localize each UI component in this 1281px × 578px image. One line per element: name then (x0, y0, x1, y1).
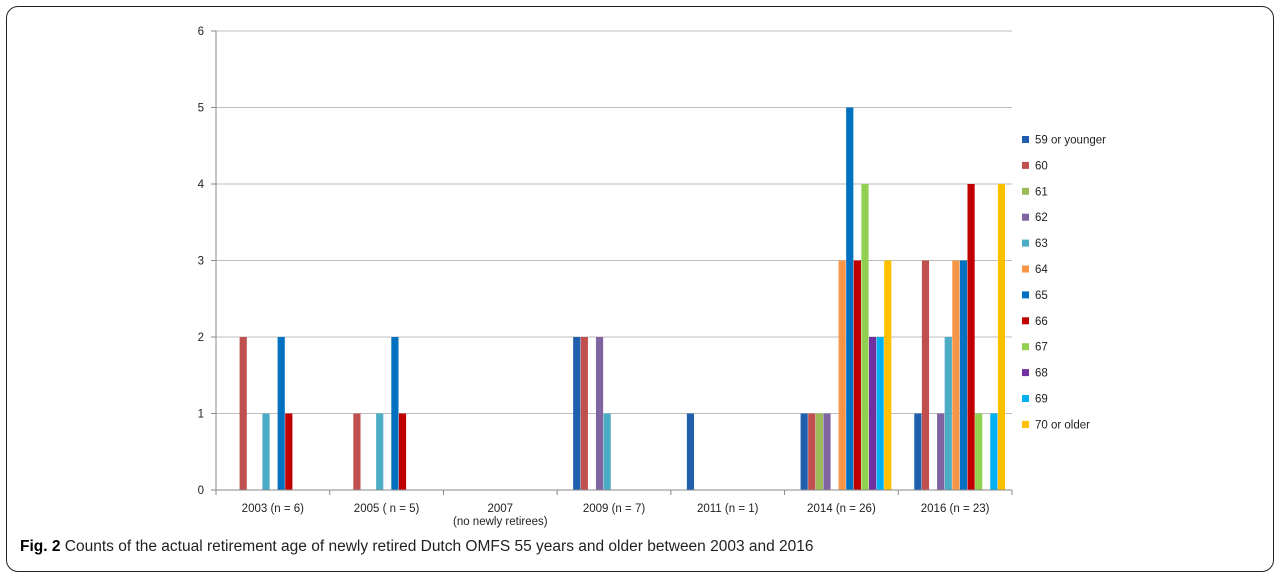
legend-swatch (1022, 187, 1029, 195)
legend-label: 62 (1035, 212, 1048, 224)
legend-swatch (1022, 161, 1029, 169)
x-tick-label: 2011 (n = 1) (697, 503, 759, 515)
bar-66-5 (853, 260, 861, 490)
bar-68-5 (868, 337, 877, 490)
bar-60-3 (580, 337, 588, 490)
legend-label: 67 (1035, 342, 1048, 354)
bar-60-0 (239, 337, 247, 490)
bar-60-5 (808, 413, 816, 490)
legend-label: 68 (1035, 368, 1048, 380)
legend-swatch (1022, 395, 1029, 402)
legend-label: 59 or younger (1035, 135, 1106, 147)
legend-swatch (1022, 239, 1029, 247)
bar-59-or-younger-4 (686, 413, 695, 490)
y-axis-ticks: 0 1 2 3 4 5 6 (198, 26, 205, 497)
bar-60-1 (353, 413, 361, 490)
bar-66-1 (398, 413, 407, 490)
x-tick-label: 2007 (487, 503, 513, 515)
gridlines (216, 30, 1012, 414)
bar-65-1 (391, 337, 399, 490)
caption-text: Counts of the actual retirement age of n… (64, 538, 814, 555)
x-tick-label: 2005 ( n = 5) (354, 503, 420, 515)
figure-frame (6, 6, 1274, 572)
legend: 59 or younger 60 61 62 63 64 65 66 67 68 69 70 or o… (1022, 135, 1106, 431)
bar-62-6 (937, 413, 945, 490)
legend-swatch (1022, 317, 1029, 325)
x-tick-label: (no newly retirees) (453, 516, 548, 528)
bar-65-0 (277, 337, 285, 490)
x-tick-label: 2009 (n = 7) (583, 503, 646, 515)
bar-63-1 (376, 413, 384, 490)
bar-63-0 (262, 413, 270, 490)
bar-69-5 (876, 337, 884, 490)
y-tick-label: 4 (198, 179, 205, 191)
legend-swatch (1022, 291, 1029, 299)
legend-label: 61 (1035, 186, 1048, 198)
bar-59-or-younger-3 (573, 337, 581, 490)
bar-70-or-older-6 (997, 184, 1006, 490)
bar-64-5 (838, 260, 846, 490)
bar-66-6 (967, 184, 975, 490)
figure-caption: Fig. 2 Counts of the actual retirement a… (20, 538, 814, 556)
legend-label: 65 (1035, 290, 1048, 302)
legend-swatch (1022, 265, 1029, 273)
y-tick-label: 6 (198, 26, 204, 38)
legend-label: 70 or older (1035, 419, 1090, 431)
bar-69-6 (990, 413, 998, 490)
bar-60-6 (921, 260, 930, 490)
bar-64-6 (952, 260, 960, 490)
bar-67-5 (861, 184, 869, 490)
bar-62-5 (823, 413, 831, 490)
legend-label: 63 (1035, 238, 1048, 250)
bar-61-5 (815, 413, 823, 490)
x-tick-label: 2003 (n = 6) (242, 503, 305, 515)
x-tick-label: 2014 (n = 26) (807, 503, 876, 515)
legend-label: 66 (1035, 316, 1048, 328)
x-tick-label: 2016 (n = 23) (921, 503, 990, 515)
legend-swatch (1022, 369, 1029, 377)
bar-66-0 (285, 413, 293, 490)
legend-swatch (1022, 213, 1029, 221)
bar-65-6 (959, 260, 968, 490)
x-axis-ticks: 2003 (n = 6) 2005 ( n = 5) 2007(no newly r… (242, 503, 990, 528)
legend-label: 60 (1035, 160, 1048, 172)
legend-swatch (1022, 343, 1029, 351)
y-tick-label: 3 (198, 256, 204, 268)
bar-70-or-older-5 (884, 260, 892, 490)
caption-label: Fig. 2 (20, 538, 61, 555)
bar-62-3 (595, 337, 604, 490)
bar-63-6 (944, 337, 952, 490)
legend-label: 69 (1035, 394, 1048, 406)
y-tick-label: 5 (198, 103, 204, 115)
y-tick-label: 2 (198, 332, 204, 344)
x-axis (211, 30, 1013, 495)
bar-59-or-younger-6 (914, 413, 922, 490)
bar-67-6 (975, 413, 983, 490)
y-tick-label: 0 (198, 485, 204, 497)
bar-65-5 (846, 107, 854, 490)
bar-63-3 (603, 413, 611, 490)
legend-label: 64 (1035, 264, 1048, 276)
bar-59-or-younger-5 (800, 413, 808, 490)
bars (239, 107, 1006, 490)
legend-swatch (1022, 420, 1029, 428)
y-tick-label: 1 (198, 409, 204, 421)
legend-swatch (1022, 136, 1029, 143)
